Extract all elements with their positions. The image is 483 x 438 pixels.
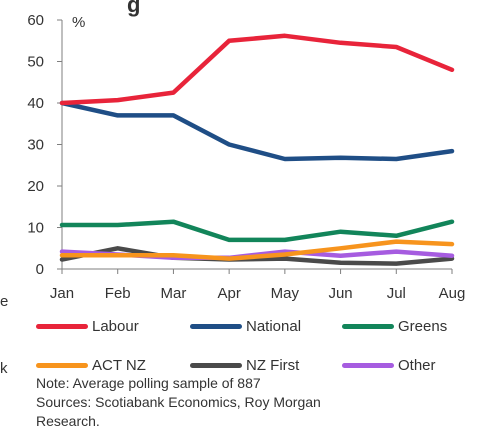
x-tick-label: May (271, 285, 300, 302)
series-line-national (59, 100, 455, 162)
legend-label-act-nz: ACT NZ (92, 357, 146, 374)
note-sample: Note: Average polling sample of 887 (36, 375, 261, 391)
legend-item-nz-first: NZ First (190, 357, 299, 374)
left-fragment-e: e (0, 293, 9, 310)
x-tick-label: Aug (439, 285, 466, 302)
y-tick-label: 10 (27, 220, 44, 237)
legend-swatch-other (342, 363, 394, 368)
y-tick-label: 50 (27, 54, 44, 71)
y-tick-label: 60 (27, 12, 44, 29)
chart-notes: Note: Average polling sample of 887 Sour… (36, 374, 476, 431)
legend-label-other: Other (398, 357, 436, 374)
y-axis-unit-label: % (72, 14, 85, 31)
legend-label-labour: Labour (92, 318, 139, 335)
legend-item-labour: Labour (36, 318, 139, 335)
x-tick-label: Jul (387, 285, 406, 302)
y-tick-label: 30 (27, 137, 44, 154)
y-tick-label: 20 (27, 178, 44, 195)
legend-label-national: National (246, 318, 302, 335)
x-tick-label: Mar (161, 285, 187, 302)
legend-swatch-national (190, 324, 242, 329)
legend-item-greens: Greens (342, 318, 447, 335)
legend-item-act-nz: ACT NZ (36, 357, 146, 374)
line-chart: 0 10 20 30 40 50 60 % Jan Feb Mar Apr May Jun Jul Aug (27, 12, 466, 302)
x-tick-label: Jun (328, 285, 352, 302)
legend-item-other: Other (342, 357, 436, 374)
x-tick-label: Jan (50, 285, 74, 302)
y-tick-label: 40 (27, 95, 44, 112)
series-line-nz-first (59, 246, 455, 266)
x-tick-label: Apr (217, 285, 240, 302)
legend-swatch-labour (36, 324, 88, 329)
x-tick-label: Feb (105, 285, 131, 302)
legend-label-greens: Greens (398, 318, 448, 335)
series-line-greens (59, 219, 455, 243)
series-line-labour (59, 33, 455, 106)
title-fragment: g (127, 0, 141, 17)
legend-swatch-nz-first (190, 363, 242, 368)
y-tick-label: 0 (36, 261, 44, 278)
legend-label-nz-first: NZ First (246, 357, 300, 374)
legend-swatch-act-nz (36, 363, 88, 368)
note-sources: Sources: Scotiabank Economics, Roy Morga… (36, 394, 321, 410)
legend-swatch-greens (342, 324, 394, 329)
note-sources-cont: Research. (36, 413, 100, 429)
left-fragment-k: k (0, 360, 8, 377)
series-line-act-nz (59, 239, 455, 261)
legend-item-national: National (190, 318, 301, 335)
